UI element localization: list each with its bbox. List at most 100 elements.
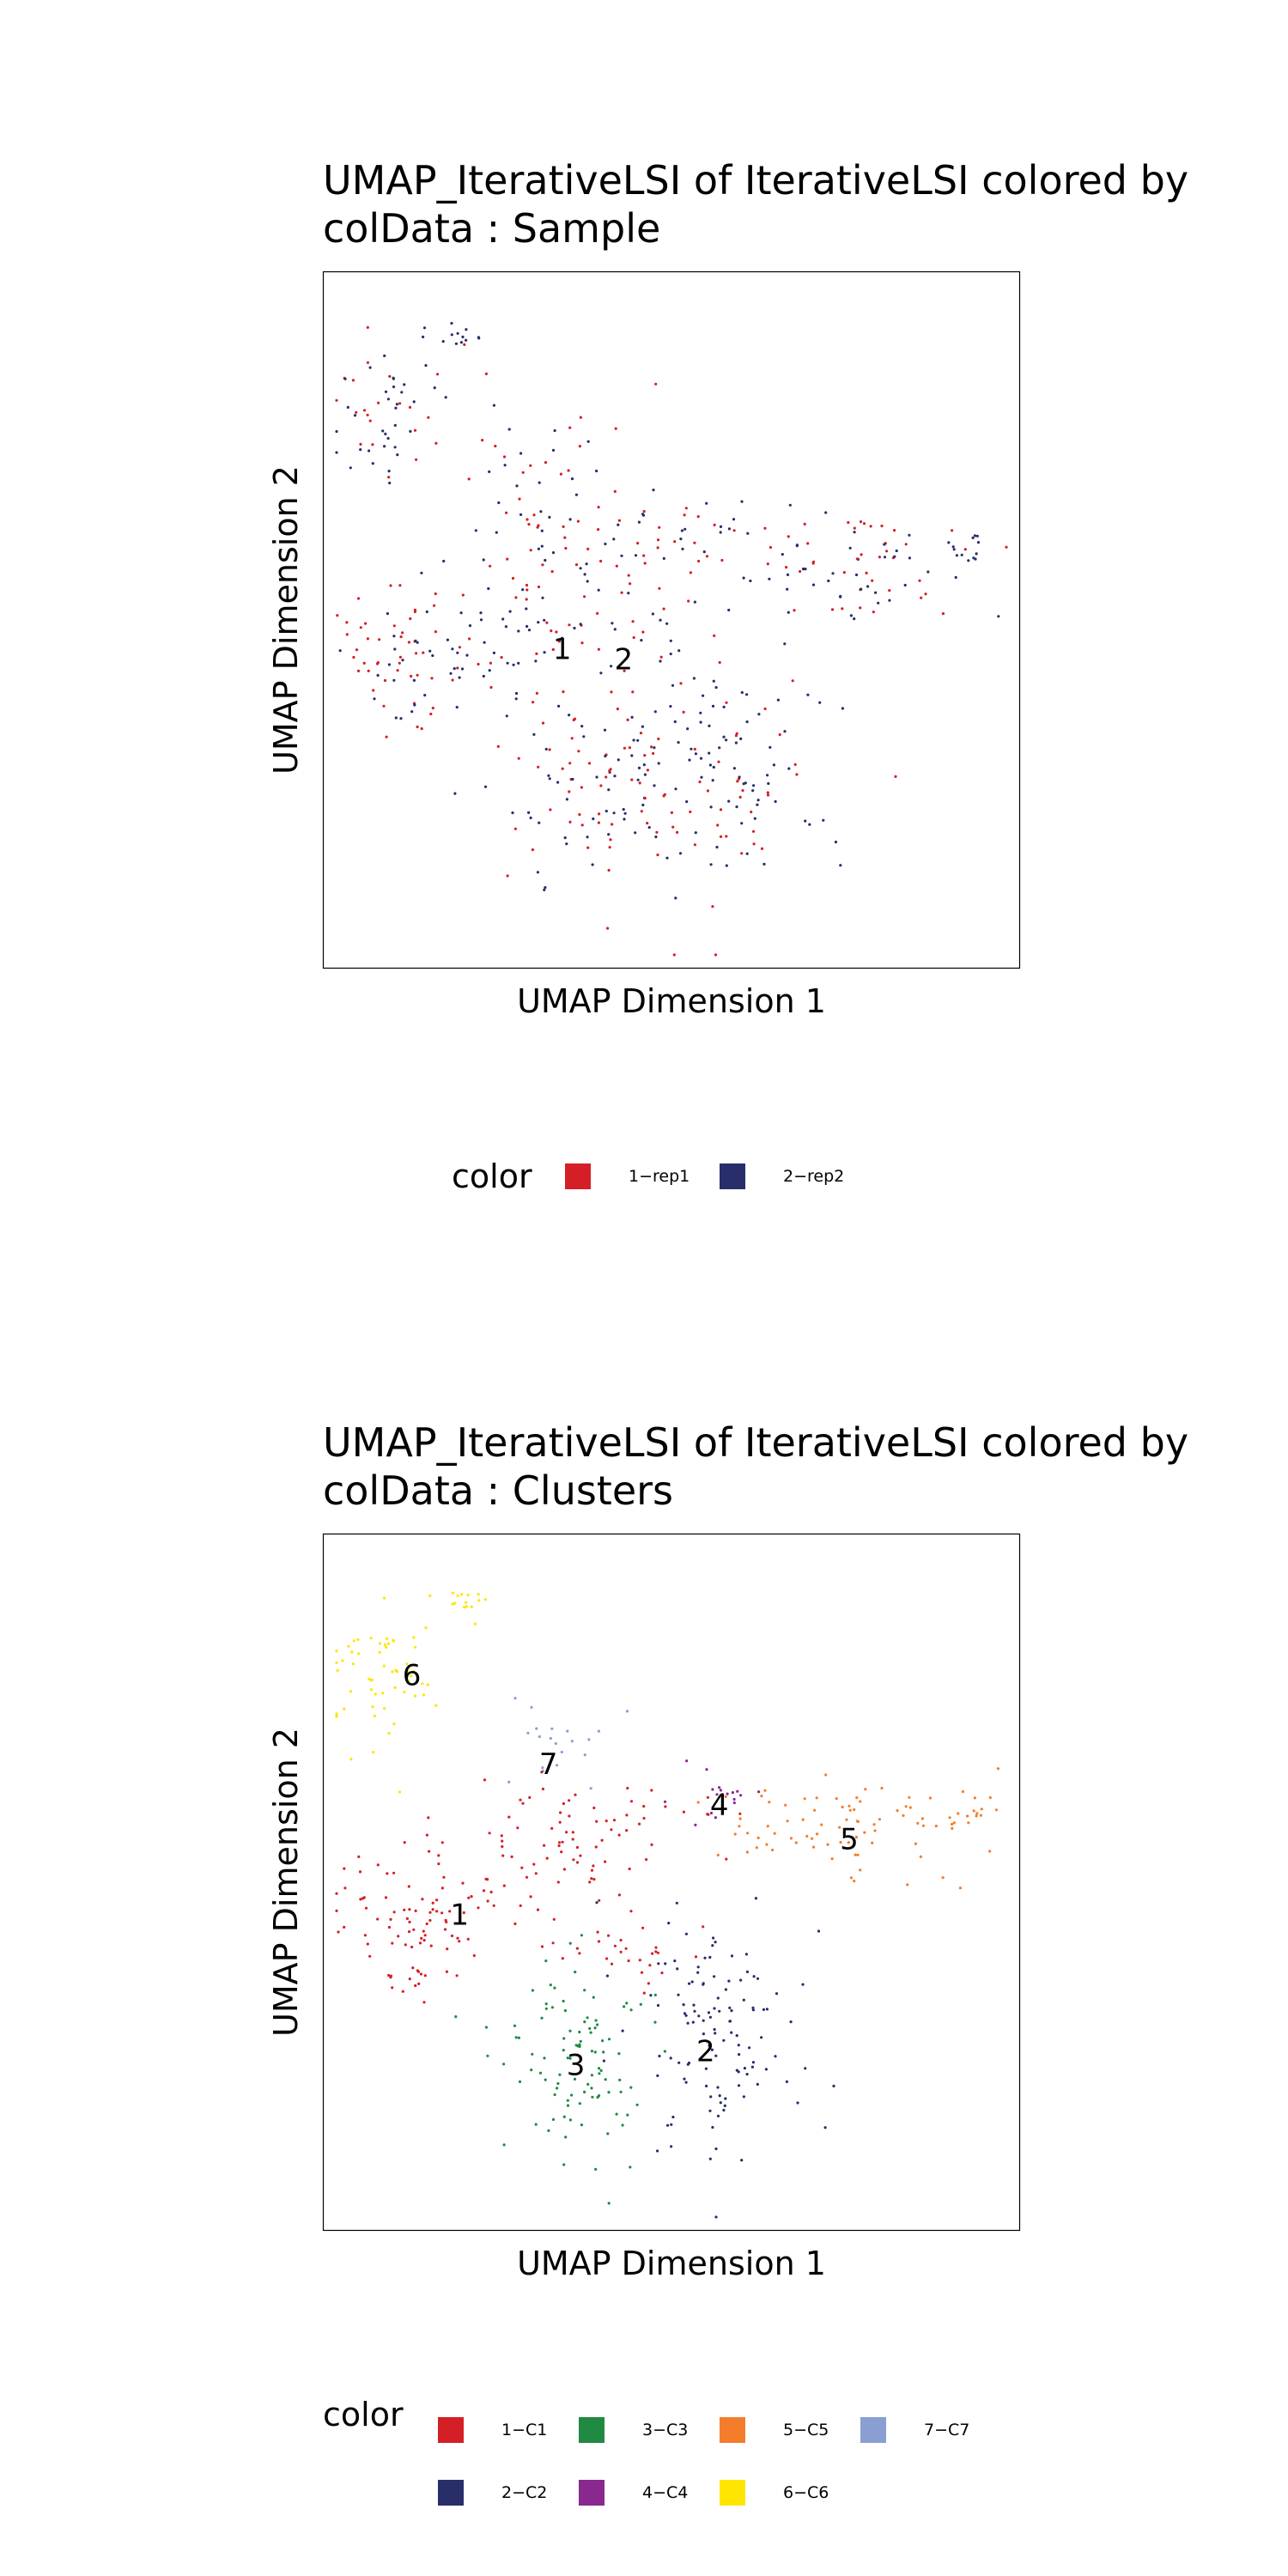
data-point xyxy=(708,763,712,767)
data-point xyxy=(575,1861,580,1864)
cluster-label: 6 xyxy=(403,1659,422,1693)
legend-swatch xyxy=(438,2480,464,2506)
data-point xyxy=(878,1818,881,1821)
data-point xyxy=(746,532,750,535)
data-point xyxy=(651,612,654,616)
data-point xyxy=(362,1896,366,1899)
data-point xyxy=(519,1798,522,1801)
data-point xyxy=(640,810,643,813)
data-point xyxy=(672,953,676,957)
data-point xyxy=(641,725,644,728)
data-point xyxy=(808,823,811,826)
data-point xyxy=(510,1855,513,1858)
legend-swatch xyxy=(720,2480,745,2506)
data-point xyxy=(760,847,764,851)
data-point xyxy=(731,1791,734,1795)
data-point xyxy=(805,1834,809,1838)
data-point xyxy=(613,628,617,631)
data-point xyxy=(507,1815,511,1819)
data-point xyxy=(397,1935,400,1938)
data-point xyxy=(608,769,611,773)
data-point xyxy=(350,1650,354,1654)
data-point xyxy=(551,1941,555,1945)
data-point xyxy=(483,641,486,644)
data-point xyxy=(597,647,600,651)
data-point xyxy=(549,1736,552,1741)
legend-item-rep2: 2−rep2 xyxy=(720,1163,844,1189)
data-point xyxy=(387,1973,391,1978)
data-point xyxy=(412,1669,416,1673)
data-point xyxy=(817,1929,821,1933)
data-point xyxy=(702,1983,705,1986)
data-point xyxy=(511,576,515,580)
data-point xyxy=(583,2090,586,2093)
cluster-label: 4 xyxy=(710,1789,729,1823)
data-point xyxy=(768,577,771,580)
data-point xyxy=(557,1844,561,1848)
data-point xyxy=(495,531,498,534)
data-point xyxy=(576,519,580,523)
data-point xyxy=(654,1950,658,1953)
data-point xyxy=(602,2059,605,2063)
data-point xyxy=(771,1848,775,1852)
data-point xyxy=(572,718,575,722)
data-point xyxy=(571,777,574,781)
data-point xyxy=(626,718,629,722)
data-point xyxy=(863,1831,866,1834)
data-point xyxy=(392,385,396,389)
data-point xyxy=(752,842,756,846)
data-point xyxy=(570,2093,574,2097)
data-point xyxy=(451,647,454,651)
data-point xyxy=(423,1934,427,1937)
data-point xyxy=(746,1832,750,1835)
data-point xyxy=(383,445,386,448)
data-point xyxy=(532,513,536,517)
data-point xyxy=(631,690,635,694)
data-point xyxy=(429,1944,433,1947)
data-point xyxy=(543,2057,546,2060)
data-point xyxy=(607,2202,611,2205)
data-point xyxy=(455,1974,459,1978)
data-point xyxy=(592,817,595,821)
data-point xyxy=(343,377,347,380)
data-point xyxy=(372,1751,375,1754)
data-point xyxy=(381,1692,385,1695)
data-point xyxy=(895,549,898,553)
data-point xyxy=(736,1789,739,1793)
data-point xyxy=(972,1809,975,1813)
data-point xyxy=(454,2015,458,2019)
data-point xyxy=(568,426,572,429)
data-point xyxy=(725,738,728,742)
data-point xyxy=(629,2008,633,2012)
data-point xyxy=(735,805,738,809)
data-point xyxy=(853,617,856,621)
data-point xyxy=(699,711,702,714)
data-point xyxy=(562,2115,566,2118)
data-point xyxy=(526,1731,530,1735)
data-point xyxy=(676,830,679,835)
data-point xyxy=(551,448,556,452)
data-point xyxy=(385,1645,388,1649)
data-point xyxy=(845,1818,848,1821)
data-point xyxy=(453,1601,457,1605)
data-point xyxy=(841,607,844,611)
data-point xyxy=(563,836,567,840)
data-point xyxy=(617,1893,621,1897)
data-point xyxy=(855,1796,859,1800)
data-point xyxy=(795,544,799,547)
data-point xyxy=(564,2136,568,2139)
data-point xyxy=(539,510,543,513)
data-point xyxy=(854,573,859,577)
data-point xyxy=(709,863,713,866)
data-point xyxy=(389,584,392,587)
data-point xyxy=(629,2166,632,2169)
data-point xyxy=(996,1767,999,1771)
data-point xyxy=(975,534,979,538)
data-point xyxy=(670,2145,673,2148)
data-point xyxy=(580,786,583,789)
data-point xyxy=(356,1637,360,1642)
data-point xyxy=(859,520,863,524)
data-point xyxy=(468,637,471,641)
data-point xyxy=(425,610,428,614)
